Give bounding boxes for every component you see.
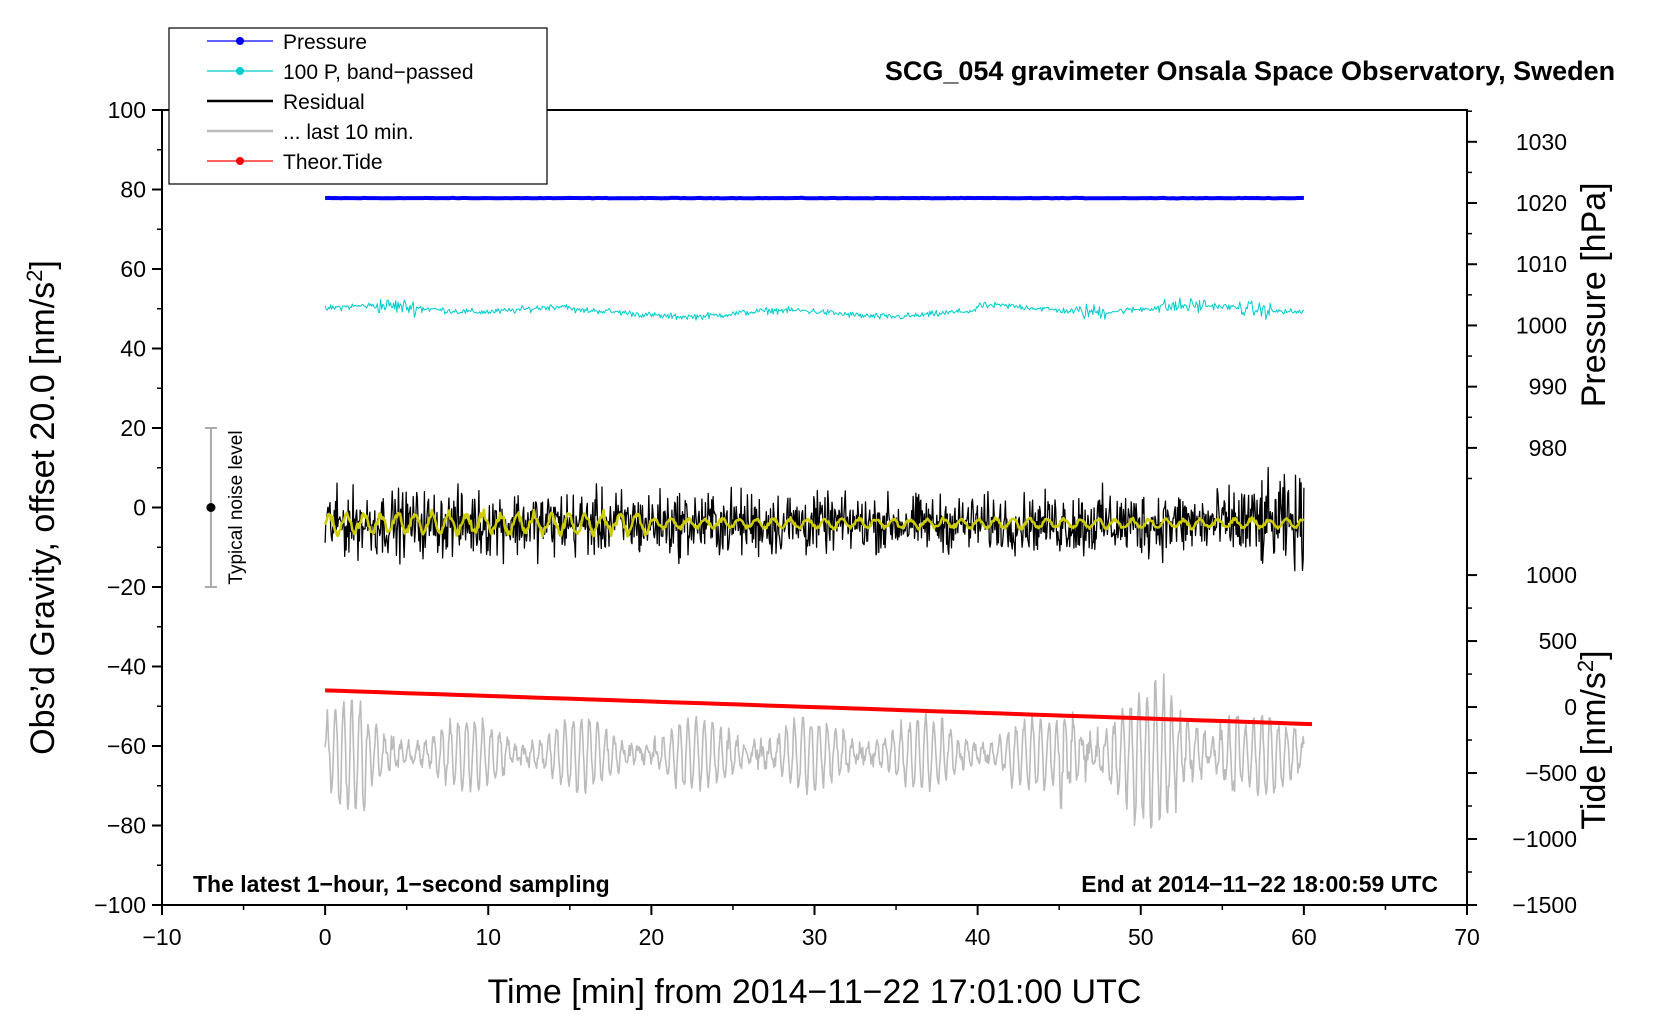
pressure-tick-label: 1010	[1516, 251, 1567, 277]
legend-box	[168, 27, 548, 185]
pressure-axis-label: Pressure [hPa]	[1575, 182, 1613, 407]
legend-item-label: 100 P, band−passed	[283, 61, 474, 84]
series-group	[323, 195, 1313, 829]
tide-axis-label-sup: 2	[1573, 660, 1598, 672]
y-tick-label: 20	[120, 415, 146, 441]
pressure-tick-label: 980	[1529, 435, 1567, 461]
annotation-bottom-right: End at 2014−11−22 18:00:59 UTC	[1081, 871, 1438, 897]
legend-item-label: Theor.Tide	[283, 151, 383, 174]
y-axis-label-sup: 2	[22, 270, 47, 282]
tide-series-line	[325, 688, 1313, 727]
noise-bar-label: Typical noise level	[226, 430, 247, 584]
tide-tick-label: −1000	[1512, 826, 1577, 852]
residual-smoothed-series-line	[323, 508, 1305, 538]
x-tick-label: 30	[802, 924, 828, 950]
y-axis-label: Obs’d Gravity, offset 20.0 [nm/s2]	[22, 260, 62, 755]
text-group: Time [min] from 2014−11−22 17:01:00 UTC O…	[22, 56, 1615, 1011]
y-tick-label: −40	[107, 654, 146, 680]
pressure-tick-label: 1020	[1516, 190, 1567, 216]
y-tick-label: 100	[108, 97, 146, 123]
legend-swatch-marker	[236, 157, 244, 165]
legend: Pressure 100 P, band−passed Residual ... la…	[168, 27, 548, 185]
legend-item-label: Residual	[283, 91, 365, 114]
y-tick-label: −60	[107, 733, 146, 759]
tide-tick-label: 0	[1564, 694, 1577, 720]
y-axis-label-main: Obs’d Gravity, offset 20.0 [nm/s	[24, 282, 62, 755]
pressure-series-line	[324, 195, 1304, 201]
x-tick-label: 20	[639, 924, 665, 950]
pressure-tick-label: 1000	[1516, 312, 1567, 338]
x-axis-label: Time [min] from 2014−11−22 17:01:00 UTC	[488, 973, 1142, 1011]
legend-item-label: ... last 10 min.	[283, 121, 414, 144]
x-tick-label: 0	[319, 924, 332, 950]
y-tick-label: 60	[120, 256, 146, 282]
tide-axis-label-main: Tide [nm/s	[1575, 672, 1613, 829]
y-tick-label: 40	[120, 336, 146, 362]
tide-tick-label: −1500	[1512, 892, 1577, 918]
y-tick-label: −20	[107, 574, 146, 600]
noise-bar-center-dot	[206, 503, 216, 512]
x-tick-label: 70	[1454, 924, 1480, 950]
y-tick-label: −100	[94, 892, 146, 918]
legend-item-label: Pressure	[283, 31, 367, 54]
axes-group: −10 0 10 20 30 40 50 60 70100806040200−20−40−60−…	[94, 97, 1577, 950]
bandpassed-series-line	[324, 297, 1304, 321]
tide-tick-label: −500	[1525, 760, 1577, 786]
pressure-tick-label: 1030	[1516, 129, 1567, 155]
noise-bar-group: Typical noise level	[204, 427, 247, 588]
y-tick-label: 80	[120, 177, 146, 203]
tide-tick-label: 500	[1539, 628, 1577, 654]
y-tick-label: 0	[133, 495, 146, 521]
x-tick-label: 10	[475, 924, 501, 950]
x-tick-label: −10	[142, 924, 181, 950]
tide-axis-label-end: ]	[1575, 650, 1613, 659]
legend-swatch-marker	[236, 37, 244, 45]
pressure-tick-label: 990	[1529, 374, 1567, 400]
last10min-series-line	[324, 673, 1305, 829]
chart-title: SCG_054 gravimeter Onsala Space Observat…	[885, 56, 1615, 86]
legend-swatch-marker	[236, 67, 244, 75]
x-tick-label: 50	[1128, 924, 1154, 950]
annotation-bottom-left: The latest 1−hour, 1−second sampling	[193, 871, 610, 897]
x-tick-label: 60	[1291, 924, 1317, 950]
residual-series-line	[324, 466, 1305, 572]
y-tick-label: −80	[107, 813, 146, 839]
tide-tick-label: 1000	[1526, 562, 1577, 588]
tide-axis-label: Tide [nm/s2]	[1573, 650, 1613, 829]
x-tick-label: 40	[965, 924, 991, 950]
y-axis-label-end: ]	[24, 260, 62, 269]
